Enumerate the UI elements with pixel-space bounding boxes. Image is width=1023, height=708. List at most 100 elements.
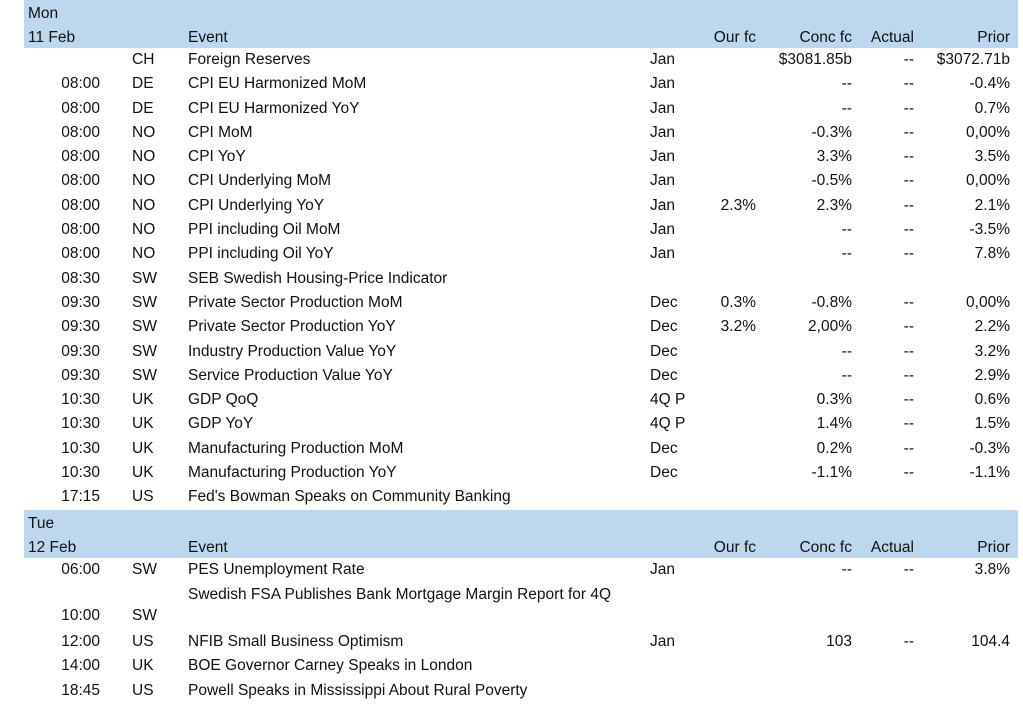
prior-cell: -0.4%: [969, 75, 1011, 93]
conc-fc-cell: $3081.85b: [778, 51, 852, 68]
col-header-event: Event: [188, 538, 228, 556]
period-cell: Jan: [650, 75, 675, 93]
actual-cell: --: [903, 318, 914, 336]
event-cell: CPI Underlying YoY: [188, 196, 325, 214]
time-cell: 08:00: [61, 75, 100, 93]
conc-fc-cell: 3.3%: [816, 148, 852, 166]
table-row: 10:00 SW Swedish FSA Publishes Bank Mortga…: [24, 582, 1018, 630]
event-cell: NFIB Small Business Optimism: [188, 632, 404, 650]
prior-cell: -0.3%: [969, 439, 1011, 457]
day-name: Mon: [28, 5, 59, 22]
prior-cell: 0.7%: [974, 99, 1010, 117]
country-cell: CH: [132, 51, 155, 68]
period-cell: Jan: [650, 123, 675, 141]
table-row: 08:00 DE CPI EU Harmonized YoY Jan -- -- 0.7%: [24, 97, 1018, 121]
time-cell: 18:45: [61, 681, 100, 699]
time-cell: 10:30: [61, 391, 100, 409]
economic-calendar: Mon 11 Feb Event Our fc Conc fc Actual Prior CH…: [24, 0, 1018, 703]
conc-fc-cell: 2,00%: [808, 318, 852, 336]
period-cell: Dec: [650, 439, 678, 457]
conc-fc-cell: 0.2%: [816, 439, 852, 457]
country-cell: SW: [132, 318, 157, 336]
time-cell: 08:00: [61, 148, 100, 166]
event-cell: PPI including Oil YoY: [188, 245, 334, 263]
day-date: 11 Feb: [28, 29, 76, 46]
event-cell: Powell Speaks in Mississippi About Rural…: [188, 681, 528, 699]
conc-fc-cell: 2.3%: [816, 196, 852, 214]
time-cell: 10:30: [61, 464, 100, 482]
event-cell: GDP YoY: [188, 415, 254, 433]
actual-cell: --: [903, 391, 914, 409]
period-cell: Jan: [650, 172, 675, 190]
col-header-prior: Prior: [977, 29, 1010, 46]
actual-cell: --: [903, 632, 914, 650]
table-row: 09:30 SW Industry Production Value YoY Dec -…: [24, 340, 1018, 364]
prior-cell: 2.1%: [974, 196, 1010, 214]
conc-fc-cell: -1.1%: [811, 464, 853, 482]
col-header-actual: Actual: [870, 538, 914, 556]
conc-fc-cell: -0.3%: [811, 123, 853, 141]
period-cell: Jan: [650, 51, 675, 68]
country-cell: SW: [132, 269, 157, 287]
table-row: 09:30 SW Private Sector Production YoY Dec 3…: [24, 315, 1018, 339]
period-cell: Jan: [650, 245, 675, 263]
table-row: 08:30 SW SEB Swedish Housing-Price Indicat…: [24, 267, 1018, 291]
time-cell: 08:00: [61, 172, 100, 190]
period-cell: Jan: [650, 196, 675, 214]
actual-cell: --: [903, 439, 914, 457]
prior-cell: 0,00%: [966, 172, 1010, 190]
col-header-our-fc: Our fc: [713, 29, 756, 46]
table-row: 06:00 SW PES Unemployment Rate Jan -- -- 3.8%: [24, 558, 1018, 582]
table-row: 08:00 NO PPI including Oil MoM Jan -- -- -3.5%: [24, 218, 1018, 242]
event-cell: CPI EU Harmonized MoM: [188, 75, 367, 93]
table-row: 18:45 US Powell Speaks in Mississippi Abou…: [24, 679, 1018, 703]
event-cell: Fed's Bowman Speaks on Community Banking: [188, 488, 511, 506]
actual-cell: --: [903, 172, 914, 190]
event-cell: Private Sector Production YoY: [188, 318, 396, 336]
col-header-conc-fc: Conc fc: [799, 29, 852, 46]
period-cell: Jan: [650, 221, 675, 239]
table-row: 08:00 NO CPI MoM Jan -0.3% -- 0,00%: [24, 121, 1018, 145]
table-row: 08:00 NO CPI Underlying YoY Jan 2.3% 2.3% -- 2.…: [24, 194, 1018, 218]
actual-cell: --: [903, 415, 914, 433]
table-row: 09:30 SW Private Sector Production MoM Dec 0…: [24, 291, 1018, 315]
actual-cell: --: [903, 342, 914, 360]
actual-cell: --: [903, 366, 914, 384]
conc-fc-cell: -0.5%: [811, 172, 853, 190]
period-cell: Dec: [650, 366, 678, 384]
country-cell: DE: [132, 99, 154, 117]
col-header-conc-fc: Conc fc: [799, 538, 852, 556]
event-cell: Foreign Reserves: [188, 51, 311, 68]
country-cell: UK: [132, 415, 154, 433]
period-cell: Jan: [650, 99, 675, 117]
event-cell: CPI EU Harmonized YoY: [188, 99, 360, 117]
country-cell: SW: [132, 366, 157, 384]
event-cell: Manufacturing Production YoY: [188, 464, 397, 482]
actual-cell: --: [903, 51, 914, 68]
table-row: CH Foreign Reserves Jan $3081.85b -- $3072.71…: [24, 48, 1018, 72]
our-fc-cell: 2.3%: [720, 196, 756, 214]
country-cell: SW: [132, 293, 157, 311]
actual-cell: --: [903, 221, 914, 239]
event-cell: GDP QoQ: [188, 391, 259, 409]
col-header-event: Event: [188, 29, 228, 46]
col-header-prior: Prior: [977, 538, 1010, 556]
day-header: Mon 11 Feb Event Our fc Conc fc Actual Prior: [24, 0, 1018, 48]
prior-cell: 104.4: [971, 632, 1010, 650]
country-cell: NO: [132, 245, 156, 263]
prior-cell: 0,00%: [966, 293, 1010, 311]
period-cell: 4Q P: [650, 415, 686, 433]
prior-cell: 7.8%: [974, 245, 1010, 263]
prior-cell: -1.1%: [969, 464, 1011, 482]
event-cell: Swedish FSA Publishes Bank Mortgage Marg…: [188, 585, 612, 603]
conc-fc-cell: --: [841, 366, 852, 384]
day-section: Tue 12 Feb Event Our fc Conc fc Actual Prior 06…: [24, 509, 1018, 703]
actual-cell: --: [903, 293, 914, 311]
table-row: 10:30 UK GDP YoY 4Q P 1.4% -- 1.5%: [24, 412, 1018, 436]
table-row: 09:30 SW Service Production Value YoY Dec --…: [24, 364, 1018, 388]
conc-fc-cell: 1.4%: [816, 415, 852, 433]
our-fc-cell: 0.3%: [720, 293, 756, 311]
country-cell: NO: [132, 196, 156, 214]
prior-cell: 3.5%: [974, 148, 1010, 166]
actual-cell: --: [903, 148, 914, 166]
